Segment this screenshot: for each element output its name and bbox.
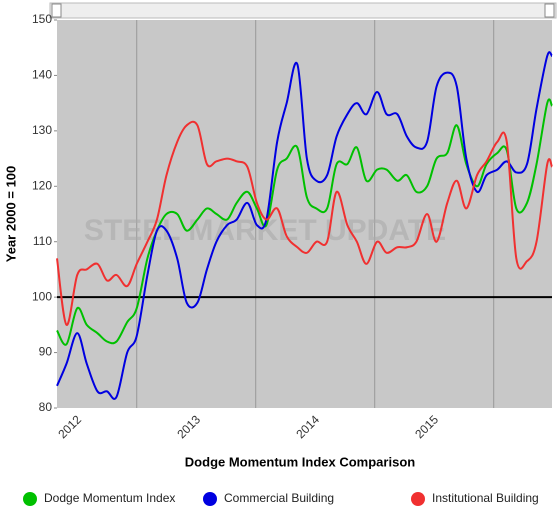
y-tick-label: 130 [32, 123, 52, 137]
x-tick-label: 2014 [293, 412, 322, 441]
y-axis-label: Year 2000 = 100 [3, 166, 18, 263]
x-tick-label: 2012 [55, 412, 84, 441]
legend-marker [411, 492, 425, 506]
legend-label: Institutional Building [432, 491, 539, 505]
y-tick-label: 90 [39, 345, 53, 359]
legend-label: Dodge Momentum Index [44, 491, 175, 505]
scroll-handle[interactable] [544, 3, 555, 18]
scroll-handle[interactable] [51, 3, 62, 18]
legend-marker [203, 492, 217, 506]
legend-label: Commercial Building [224, 491, 334, 505]
x-tick-label: 2015 [412, 412, 441, 441]
y-tick-label: 100 [32, 289, 52, 303]
x-tick-label: 2013 [174, 412, 203, 441]
scrollbar[interactable] [49, 2, 557, 19]
y-tick-label: 80 [39, 400, 53, 414]
series-line [56, 120, 553, 326]
y-tick-label: 140 [32, 68, 52, 82]
plot-area [57, 20, 552, 408]
y-tick-label: 120 [32, 178, 52, 192]
series-line [56, 51, 553, 400]
y-tick-label: 150 [32, 12, 52, 26]
chart-title: Dodge Momentum Index Comparison [185, 454, 415, 469]
legend-marker [23, 492, 37, 506]
y-tick-label: 110 [33, 234, 52, 248]
